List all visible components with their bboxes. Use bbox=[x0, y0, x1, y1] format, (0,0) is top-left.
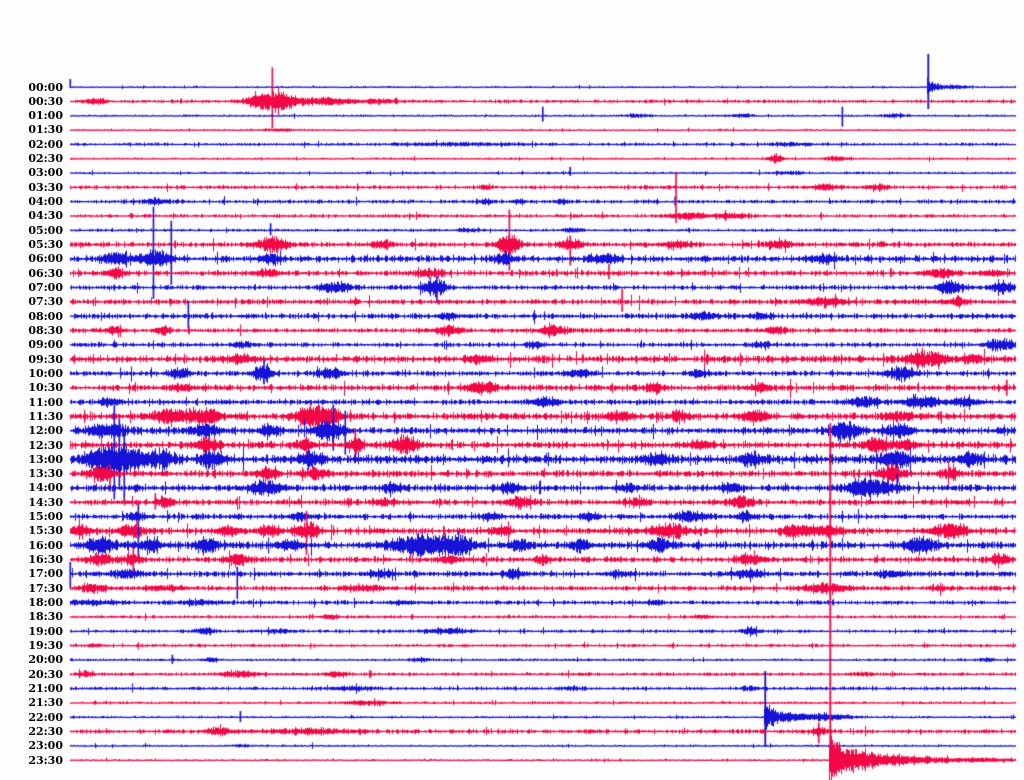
time-label: 14:30 bbox=[28, 495, 63, 509]
time-label: 01:30 bbox=[28, 123, 63, 137]
time-label: 13:30 bbox=[28, 467, 63, 481]
time-label: 13:00 bbox=[28, 452, 63, 466]
time-label: 22:30 bbox=[28, 724, 63, 738]
time-label: 10:30 bbox=[28, 381, 63, 395]
time-label: 00:00 bbox=[28, 80, 63, 94]
time-label: 16:00 bbox=[28, 538, 63, 552]
time-label: 05:30 bbox=[28, 238, 63, 252]
time-label: 23:30 bbox=[28, 753, 63, 767]
time-label: 11:00 bbox=[28, 395, 63, 409]
time-label: 18:30 bbox=[28, 610, 63, 624]
time-label: 05:00 bbox=[28, 223, 63, 237]
time-label: 02:00 bbox=[28, 137, 63, 151]
time-label: 21:00 bbox=[28, 681, 63, 695]
time-label: 15:30 bbox=[28, 524, 63, 538]
time-label: 21:30 bbox=[28, 696, 63, 710]
time-label: 15:00 bbox=[28, 510, 63, 524]
time-label: 04:00 bbox=[28, 195, 63, 209]
time-label: 11:30 bbox=[28, 409, 63, 423]
time-label: 06:00 bbox=[28, 252, 63, 266]
time-label: 07:30 bbox=[28, 295, 63, 309]
time-label: 22:00 bbox=[28, 710, 63, 724]
time-label: 02:30 bbox=[28, 152, 63, 166]
time-label: 03:30 bbox=[28, 180, 63, 194]
time-label: 20:00 bbox=[28, 653, 63, 667]
time-label: 01:00 bbox=[28, 109, 63, 123]
time-label: 00:30 bbox=[28, 94, 63, 108]
time-label: 10:00 bbox=[28, 366, 63, 380]
time-label: 09:00 bbox=[28, 338, 63, 352]
time-label: 06:30 bbox=[28, 266, 63, 280]
time-label: 17:30 bbox=[28, 581, 63, 595]
time-label: 08:30 bbox=[28, 323, 63, 337]
time-label: 09:30 bbox=[28, 352, 63, 366]
time-label: 04:30 bbox=[28, 209, 63, 223]
time-label: 20:30 bbox=[28, 667, 63, 681]
time-label: 18:00 bbox=[28, 596, 63, 610]
time-label: 19:30 bbox=[28, 638, 63, 652]
time-label: 14:00 bbox=[28, 481, 63, 495]
time-label: 17:00 bbox=[28, 567, 63, 581]
time-label: 16:30 bbox=[28, 553, 63, 567]
time-label: 07:00 bbox=[28, 280, 63, 294]
time-label: 12:30 bbox=[28, 438, 63, 452]
time-label: 23:00 bbox=[28, 739, 63, 753]
time-label: 03:00 bbox=[28, 166, 63, 180]
time-label: 08:00 bbox=[28, 309, 63, 323]
time-label: 19:00 bbox=[28, 624, 63, 638]
time-label: 12:00 bbox=[28, 424, 63, 438]
